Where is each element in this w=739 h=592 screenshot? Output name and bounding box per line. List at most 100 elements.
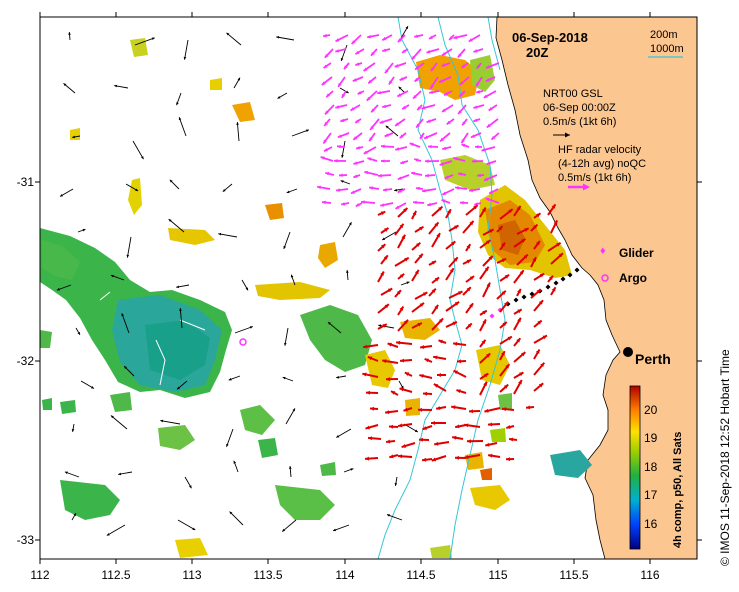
hf-arrow	[462, 220, 475, 234]
sst-patches	[40, 38, 592, 558]
hf-arrow	[469, 188, 481, 193]
hf-arrow	[351, 34, 362, 45]
x-tick-label: 113.5	[253, 568, 282, 582]
hf-arrow	[474, 145, 483, 149]
gsl-arrow	[63, 83, 76, 94]
argo-legend-marker	[601, 274, 609, 282]
hf-arrow	[365, 390, 379, 395]
hf-arrow	[340, 202, 350, 206]
gsl-arrow	[114, 84, 129, 89]
hf-arrow	[461, 62, 469, 69]
hf-arrow	[513, 337, 522, 347]
gsl-arrow	[71, 512, 77, 521]
gsl-arrow	[339, 87, 349, 94]
hf-arrow	[368, 186, 380, 190]
hf-arrow	[475, 89, 484, 94]
hf-arrow	[412, 90, 422, 100]
gsl-arrow	[386, 514, 403, 521]
hf-arrow	[426, 118, 437, 124]
hf-arrow	[418, 437, 430, 442]
gsl-arrow	[228, 375, 241, 381]
x-axis-labels: 112 112.5 113 113.5 114 114.5 115 115.5 …	[30, 568, 659, 582]
hf-arrow	[439, 132, 451, 143]
hf-arrow	[505, 457, 515, 462]
gsl-arrow	[233, 460, 239, 473]
hf-arrow	[414, 291, 428, 300]
gsl-arrow	[134, 37, 155, 46]
hf-arrow	[353, 174, 361, 179]
hf-arrow	[389, 454, 399, 459]
hf-arrow	[365, 424, 379, 430]
gsl-arrow	[72, 135, 81, 139]
hf-arrow	[394, 223, 405, 236]
hf-arrow	[364, 170, 379, 176]
hf-arrow	[431, 304, 439, 315]
hf-arrow	[422, 188, 437, 193]
hf-arrow	[367, 34, 380, 39]
gsl-legend-date: 06-Sep 00:00Z	[543, 102, 616, 114]
hf-arrow	[513, 379, 523, 395]
hf-arrow	[411, 171, 423, 176]
colorbar-tick: 20	[644, 403, 658, 417]
gsl-arrow	[169, 179, 180, 190]
gsl-velocity-arrows	[56, 25, 419, 536]
hf-arrow	[465, 243, 472, 252]
hf-arrow	[380, 144, 395, 149]
gsl-arrow	[229, 511, 244, 526]
hf-arrow	[431, 205, 444, 217]
map-date: 06-Sep-2018	[512, 30, 588, 45]
hf-arrow	[421, 457, 433, 462]
hf-arrow	[461, 143, 470, 148]
hf-arrow	[499, 383, 509, 393]
hf-arrow	[414, 225, 425, 233]
hf-arrow	[397, 174, 410, 181]
colorbar-tick: 17	[644, 488, 658, 502]
hf-arrow	[368, 132, 376, 142]
hf-arrow	[380, 227, 390, 234]
hf-arrow	[397, 305, 405, 316]
gsl-arrow	[177, 519, 196, 531]
hf-arrow	[448, 34, 455, 41]
hf-arrow	[461, 118, 468, 126]
hf-arrow	[438, 76, 452, 84]
gsl-arrow	[233, 77, 241, 89]
hf-arrow	[397, 234, 406, 249]
gsl-arrow	[184, 476, 192, 489]
hf-arrow	[454, 186, 468, 190]
hf-arrow	[441, 199, 451, 204]
gsl-arrow	[276, 35, 295, 41]
hf-arrow	[324, 48, 334, 59]
hf-arrow	[394, 62, 407, 68]
hf-arrow	[430, 62, 438, 72]
glider-legend-marker: ♦	[600, 245, 606, 257]
bathymetry-contours	[99, 17, 506, 559]
hf-arrow	[362, 372, 379, 378]
hf-arrow	[476, 62, 482, 70]
hf-arrow	[513, 317, 522, 331]
hf-arrow	[419, 132, 425, 140]
colorbar-ticks: 20 19 18 17 16	[644, 403, 658, 531]
hf-arrow	[380, 202, 394, 207]
gsl-arrow	[332, 524, 350, 532]
hf-arrow	[390, 390, 399, 396]
gsl-arrow	[71, 423, 75, 432]
hf-arrow	[354, 118, 362, 124]
gsl-arrow	[56, 284, 72, 291]
hf-arrow	[388, 76, 395, 85]
hf-arrow	[499, 321, 508, 329]
hf-arrow	[485, 442, 498, 447]
hf-arrow	[429, 90, 440, 94]
colorbar-tick: 18	[644, 460, 658, 474]
hf-arrow	[377, 323, 388, 330]
hf-arrow	[354, 48, 365, 55]
hf-arrow	[483, 90, 497, 99]
hf-arrow	[441, 48, 453, 57]
hf-arrow	[437, 373, 446, 377]
land-australia	[495, 17, 697, 559]
hf-arrow	[337, 132, 350, 139]
glider-position	[545, 284, 551, 290]
hf-arrow	[470, 132, 482, 139]
hf-arrow	[453, 369, 467, 378]
hf-arrow	[481, 146, 496, 152]
hf-arrow	[409, 142, 421, 148]
